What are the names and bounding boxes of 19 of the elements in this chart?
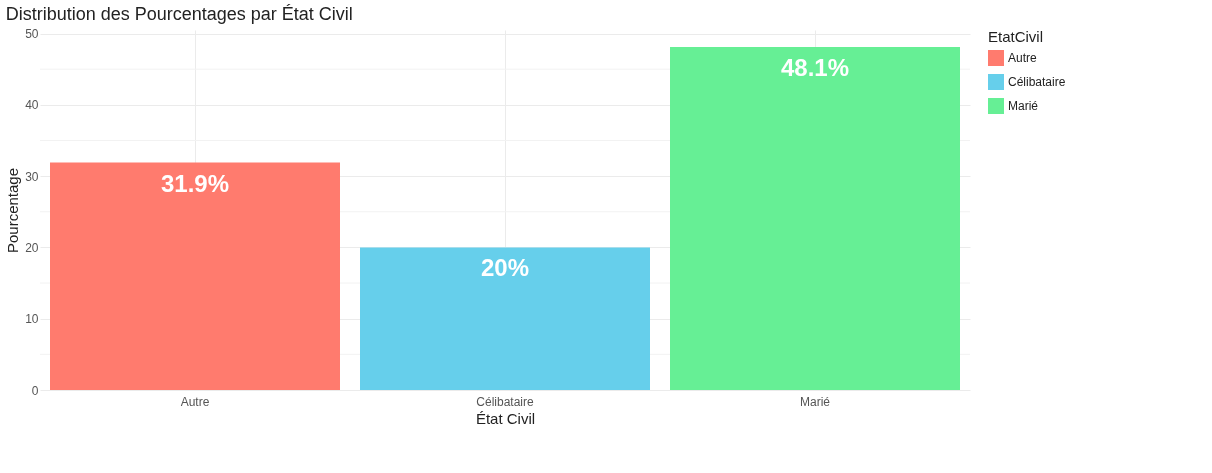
legend-title: EtatCivil — [988, 28, 1044, 45]
data-label: 48.1% — [780, 54, 850, 82]
y-tick-label: 20 — [25, 240, 39, 255]
data-label: 31.9% — [160, 169, 230, 197]
data-label: 20% — [480, 254, 530, 282]
chart-title: Distribution des Pourcentages par État Civil — [5, 3, 353, 24]
x-axis-title: État Civil — [475, 409, 536, 427]
y-tick-label: 0 — [31, 383, 39, 398]
x-tick-label: Autre — [180, 394, 210, 409]
x-tick-label: Marié — [799, 394, 831, 409]
legend-label: Autre — [1008, 51, 1038, 65]
y-tick-label: 30 — [25, 169, 39, 184]
y-tick-label: 40 — [25, 98, 39, 113]
y-axis-title: Pourcentage — [4, 167, 22, 254]
legend-label: Marié — [1008, 99, 1039, 113]
x-tick-label: Célibataire — [476, 394, 534, 409]
y-tick-label: 50 — [25, 27, 39, 42]
y-tick-label: 10 — [25, 312, 39, 327]
legend-label: Célibataire — [1008, 75, 1066, 89]
